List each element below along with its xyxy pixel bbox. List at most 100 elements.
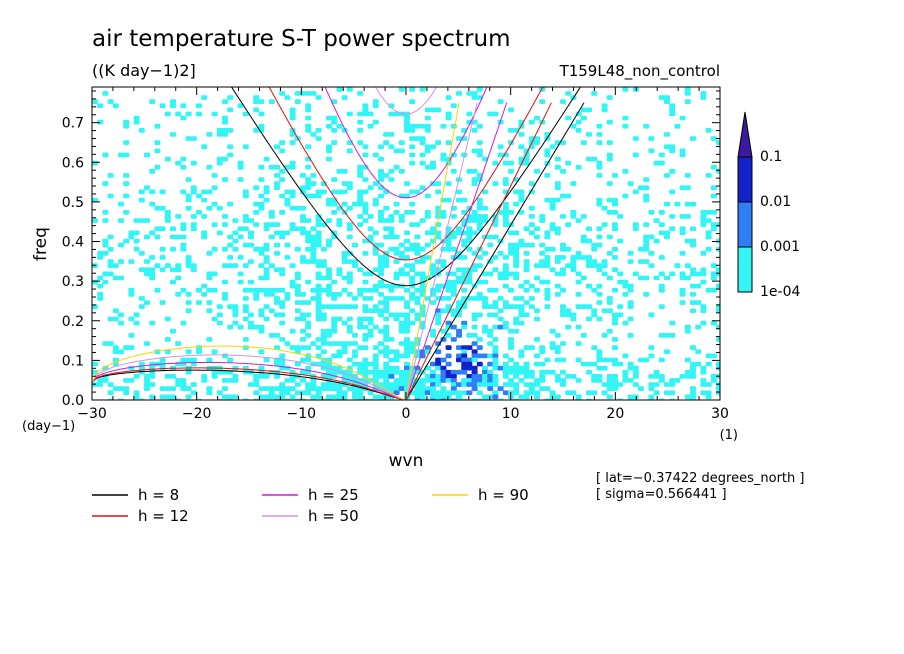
- heatmap-cell: [289, 394, 296, 400]
- heatmap-cell: [362, 271, 369, 277]
- heatmap-cell: [523, 160, 530, 166]
- heatmap-cell: [201, 189, 208, 195]
- heatmap-cell: [284, 296, 291, 301]
- heatmap-cell: [378, 177, 384, 182]
- heatmap-cell: [476, 214, 483, 219]
- heatmap-cell: [606, 382, 613, 387]
- heatmap-cell: [201, 234, 208, 240]
- heatmap-cell: [456, 189, 462, 195]
- heatmap-cell: [539, 214, 546, 219]
- heatmap-cell: [346, 292, 353, 297]
- heatmap-cell: [419, 87, 426, 92]
- heatmap-cell: [575, 128, 582, 133]
- x-tick-label: −20: [182, 406, 212, 422]
- heatmap-cell: [700, 378, 707, 383]
- heatmap-cell: [575, 398, 582, 400]
- heatmap-cell: [294, 275, 301, 281]
- heatmap-cell: [419, 382, 426, 387]
- heatmap-cell: [164, 156, 171, 162]
- heatmap-cell: [393, 382, 400, 387]
- heatmap-cell: [476, 222, 483, 227]
- heatmap-cell: [476, 361, 483, 367]
- heatmap-cell: [534, 140, 540, 145]
- heatmap-cell: [253, 95, 260, 100]
- heatmap-cell: [419, 152, 426, 158]
- heatmap-cell: [456, 398, 462, 400]
- heatmap-cell: [487, 242, 494, 248]
- heatmap-cell: [346, 259, 353, 264]
- heatmap-cell: [450, 308, 457, 314]
- heatmap-cell: [357, 201, 364, 207]
- heatmap-cell: [274, 230, 280, 236]
- heatmap-cell: [227, 304, 234, 309]
- heatmap-cell: [263, 197, 270, 203]
- heatmap-cell: [336, 394, 343, 400]
- heatmap-cell: [294, 382, 301, 387]
- heatmap-cell: [549, 328, 556, 334]
- heatmap-cell: [336, 386, 343, 391]
- heatmap-cell: [378, 308, 384, 314]
- heatmap-cell: [222, 279, 228, 285]
- heatmap-cell: [445, 234, 452, 240]
- heatmap-cell: [97, 283, 104, 289]
- heatmap-cell: [170, 226, 176, 232]
- heatmap-cell: [258, 251, 265, 256]
- heatmap-cell: [497, 99, 504, 104]
- heatmap-cell: [357, 267, 364, 273]
- heatmap-cell: [658, 160, 665, 166]
- heatmap-cell: [508, 246, 514, 252]
- heatmap-cell: [190, 214, 197, 219]
- heatmap-cell: [305, 185, 312, 191]
- heatmap-cell: [482, 382, 488, 387]
- heatmap-cell: [695, 349, 702, 355]
- heatmap-cell: [419, 246, 426, 252]
- heatmap-cell: [305, 103, 312, 109]
- heatmap-cell: [658, 304, 665, 309]
- heatmap-cell: [388, 349, 395, 355]
- heatmap-cell: [534, 378, 540, 383]
- heatmap-cell: [570, 267, 577, 273]
- heatmap-cell: [591, 259, 598, 264]
- heatmap-cell: [268, 99, 275, 104]
- heatmap-cell: [388, 214, 395, 219]
- heatmap-cell: [414, 337, 421, 342]
- heatmap-cell: [596, 349, 603, 355]
- heatmap-cell: [227, 128, 234, 133]
- heatmap-cell: [279, 361, 286, 367]
- heatmap-cell: [102, 341, 109, 346]
- heatmap-cell: [315, 128, 322, 133]
- heatmap-cell: [331, 115, 338, 121]
- heatmap-cell: [175, 111, 182, 117]
- heatmap-cell: [606, 374, 613, 379]
- heatmap-cell: [258, 99, 265, 104]
- heatmap-cell: [388, 386, 395, 391]
- heatmap-cell: [679, 300, 686, 305]
- heatmap-cell: [669, 333, 676, 338]
- heatmap-cell: [180, 156, 187, 162]
- heatmap-cell: [528, 369, 535, 375]
- heatmap-cell: [185, 386, 192, 391]
- heatmap-cell: [471, 177, 478, 182]
- heatmap-cell: [440, 374, 447, 379]
- heatmap-cell: [575, 324, 582, 330]
- heatmap-cell: [357, 390, 364, 396]
- heatmap-cell: [513, 246, 520, 252]
- heatmap-cell: [471, 365, 478, 371]
- heatmap-cell: [445, 111, 452, 117]
- heatmap-cell: [206, 205, 213, 211]
- heatmap-cell: [310, 173, 317, 178]
- heatmap-cell: [253, 201, 260, 207]
- heatmap-cell: [357, 193, 364, 199]
- heatmap-cell: [508, 378, 514, 383]
- heatmap-cell: [461, 353, 468, 359]
- heatmap-cell: [315, 304, 322, 309]
- heatmap-cell: [320, 382, 327, 387]
- heatmap-cell: [700, 279, 707, 285]
- heatmap-cell: [336, 349, 343, 355]
- heatmap-cell: [528, 205, 535, 211]
- heatmap-cell: [393, 210, 400, 215]
- heatmap-cell: [690, 361, 696, 367]
- heatmap-cell: [341, 394, 348, 400]
- heatmap-cell: [643, 123, 650, 129]
- heatmap-cell: [643, 238, 650, 244]
